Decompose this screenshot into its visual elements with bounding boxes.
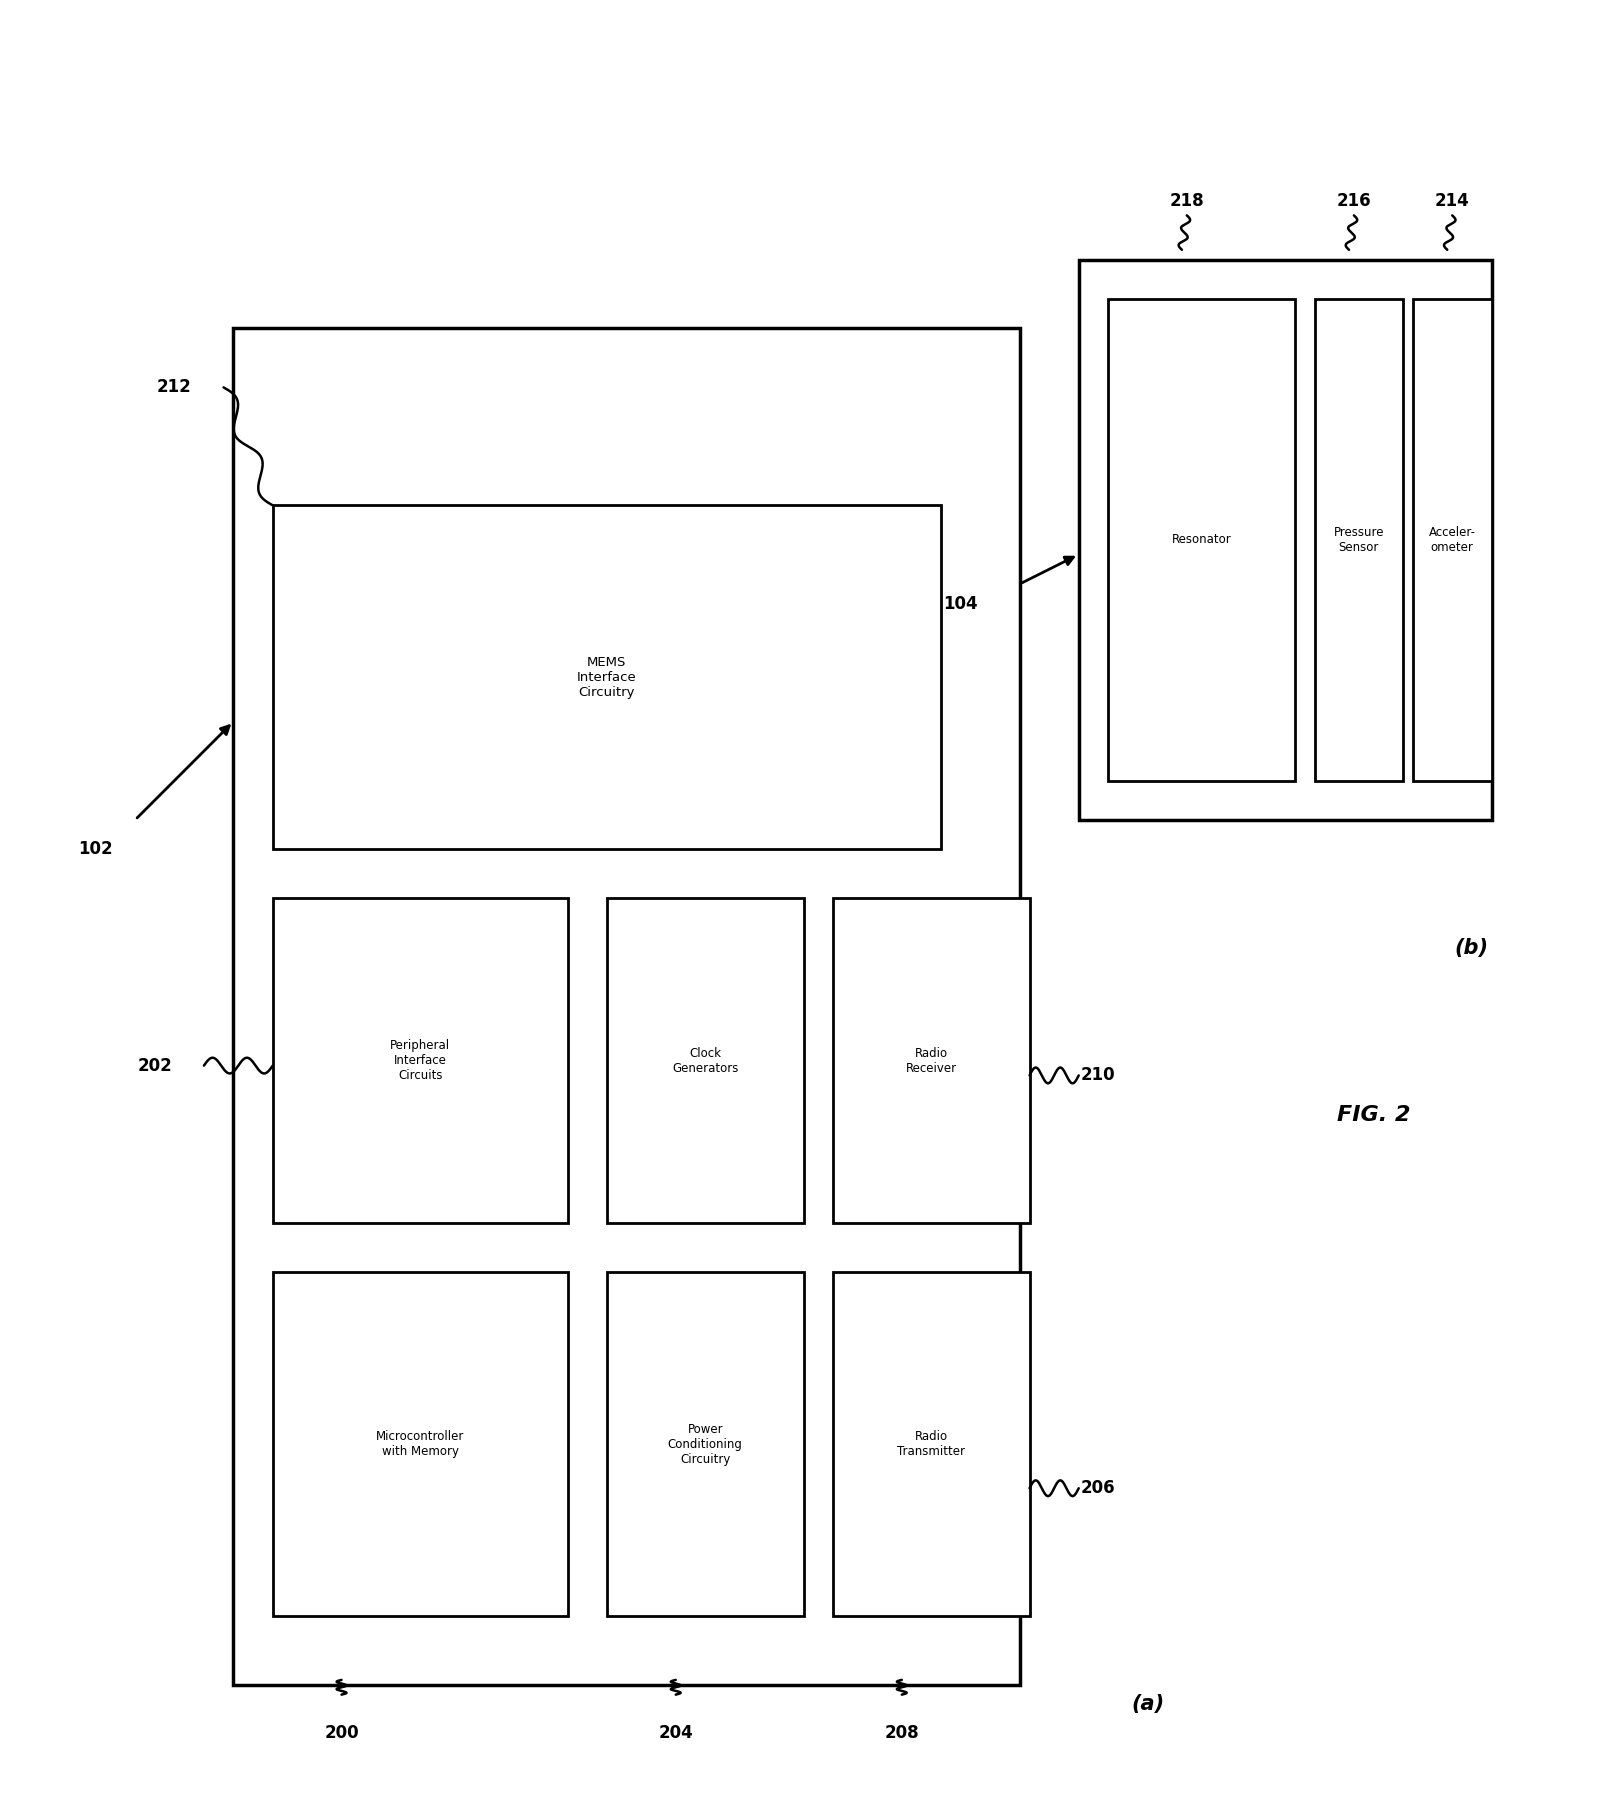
Text: Pressure
Sensor: Pressure Sensor bbox=[1334, 527, 1384, 553]
Text: MEMS
Interface
Circuitry: MEMS Interface Circuitry bbox=[577, 656, 636, 699]
Text: Microcontroller
with Memory: Microcontroller with Memory bbox=[376, 1430, 464, 1457]
Bar bbox=[233, 329, 1020, 1686]
Text: 102: 102 bbox=[79, 841, 112, 859]
Text: 214: 214 bbox=[1435, 192, 1469, 210]
Text: 210: 210 bbox=[1082, 1066, 1115, 1084]
Bar bbox=[1109, 298, 1295, 780]
Text: (a): (a) bbox=[1131, 1695, 1163, 1714]
Bar bbox=[273, 505, 942, 850]
Bar bbox=[607, 1272, 804, 1616]
Bar bbox=[273, 898, 567, 1222]
Bar bbox=[1413, 298, 1491, 780]
Bar bbox=[832, 1272, 1030, 1616]
Text: Clock
Generators: Clock Generators bbox=[672, 1046, 738, 1075]
Text: 218: 218 bbox=[1170, 192, 1204, 210]
Text: 104: 104 bbox=[943, 595, 979, 613]
Bar bbox=[607, 898, 804, 1222]
Bar bbox=[832, 898, 1030, 1222]
Text: 200: 200 bbox=[325, 1723, 358, 1741]
Bar bbox=[273, 1272, 567, 1616]
Text: Power
Conditioning
Circuitry: Power Conditioning Circuitry bbox=[669, 1423, 742, 1466]
Bar bbox=[1315, 298, 1403, 780]
Text: 206: 206 bbox=[1082, 1479, 1115, 1497]
Text: Resonator: Resonator bbox=[1172, 534, 1231, 546]
Text: Acceler-
ometer: Acceler- ometer bbox=[1429, 527, 1475, 553]
Text: (b): (b) bbox=[1454, 938, 1488, 958]
Text: 204: 204 bbox=[659, 1723, 693, 1741]
Text: Radio
Receiver: Radio Receiver bbox=[906, 1046, 956, 1075]
Text: 216: 216 bbox=[1337, 192, 1371, 210]
Text: 212: 212 bbox=[157, 379, 191, 397]
Bar bbox=[1078, 259, 1491, 819]
Text: 208: 208 bbox=[884, 1723, 919, 1741]
Text: Peripheral
Interface
Circuits: Peripheral Interface Circuits bbox=[391, 1039, 450, 1082]
Text: Radio
Transmitter: Radio Transmitter bbox=[897, 1430, 966, 1457]
Text: 202: 202 bbox=[138, 1057, 172, 1075]
Text: FIG. 2: FIG. 2 bbox=[1337, 1105, 1411, 1125]
